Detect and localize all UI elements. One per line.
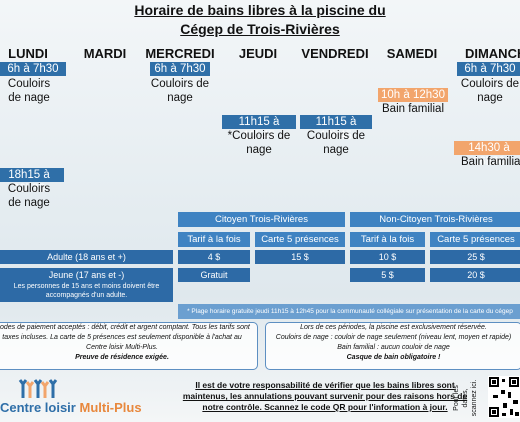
note-line: Casque de bain obligatoire ! [346, 354, 441, 361]
price-group: Non-Citoyen Trois-Rivières [350, 212, 520, 227]
day: DIMANCHE [464, 46, 520, 61]
caption-line: scannez ici. [471, 379, 478, 417]
notes-left: Modes de paiement acceptés : débit, créd… [0, 322, 258, 370]
footnote: * Plage horaire gratuite jeudi 11h15 à 1… [178, 304, 520, 319]
slot-time: 11h15 à 12h45 [300, 115, 372, 142]
price: 15 $ [255, 250, 345, 264]
note-line: Preuve de résidence exigée. [75, 354, 169, 361]
price-column: Tarif à la fois [178, 232, 250, 247]
message-line: notre contrôle. Scannez le code QR pour … [202, 402, 448, 412]
price: 20 $ [430, 268, 520, 282]
slot-time: 6h à 7h30 [150, 62, 210, 76]
logo-figures [18, 379, 58, 398]
slot-time: 6h à 7h30 [457, 62, 520, 76]
title: Cégep de Trois-Rivières [180, 21, 340, 37]
slot-time: 6h à 7h30 [0, 62, 66, 76]
price: 5 $ [350, 268, 425, 282]
price: 10 $ [350, 250, 425, 264]
logo-text: Multi-Plus [79, 400, 142, 415]
slot-activity: Couloirs de nage [460, 78, 520, 104]
slot-activity: Couloirs de nage [306, 130, 366, 156]
message-line: maintenus, les annulations pouvant surve… [182, 391, 468, 401]
row-label-text: Jeune (17 ans et -) [48, 270, 125, 280]
day: MARDI [83, 46, 127, 61]
logo: Centre loisir Multi-Plus [0, 400, 142, 415]
slot-activity: Couloirs de nage [7, 183, 51, 209]
caption-line: Pour les dates, [453, 385, 469, 411]
note-line: Couloirs de nage : couloir de nage seule… [275, 334, 512, 341]
price-column: Tarif à la fois [350, 232, 425, 247]
row-label: Jeune (17 ans et -) Les personnes de 15 … [0, 268, 173, 302]
note-line: Modes de paiement acceptés : débit, créd… [0, 324, 250, 331]
day: SAMEDI [386, 46, 438, 61]
row-label: Adulte (18 ans et +) [0, 250, 173, 264]
slot-time: 11h15 à 12h45 [222, 115, 296, 142]
note-line: Lors de ces périodes, la piscine est exc… [300, 324, 487, 331]
day: VENDREDI [301, 46, 369, 61]
price-column: Carte 5 présences [255, 232, 345, 247]
qr-caption: Pour les dates, scannez ici. [452, 378, 492, 418]
title: Horaire de bains libres à la piscine du [134, 2, 386, 18]
row-note: accompagnés d'un adulte. [45, 292, 128, 299]
qr-code[interactable] [488, 376, 520, 418]
slot-activity: Bain familial [461, 156, 520, 168]
slot-time: 14h30 à 16h30 [454, 141, 520, 168]
slot-time: 10h à 12h30 [378, 88, 448, 102]
day: MERCREDI [145, 46, 215, 61]
slot-time: 18h15 à 20h30 [0, 168, 64, 195]
price: Gratuit [178, 268, 250, 282]
day: JEUDI [238, 46, 278, 61]
message-line: Il est de votre responsabilité de vérifi… [195, 380, 455, 390]
price: 25 $ [430, 250, 520, 264]
slot-activity: *Couloirs de nage [227, 130, 291, 156]
price: 4 $ [178, 250, 250, 264]
slot-activity: Bain familial [382, 103, 444, 115]
notes-right: Lors de ces périodes, la piscine est exc… [265, 322, 520, 370]
price-group: Citoyen Trois-Rivières [178, 212, 345, 227]
slot-activity: Couloirs de nage [7, 78, 51, 104]
day: LUNDI [8, 46, 48, 61]
slot-activity: Couloirs de nage [150, 78, 210, 104]
footer-message: Il est de votre responsabilité de vérifi… [180, 380, 470, 413]
price-column: Carte 5 présences [430, 232, 520, 247]
logo-text: Centre loisir [0, 400, 76, 415]
note-line: Centre loisir Multi-Plus. [86, 344, 158, 351]
row-note: Les personnes de 15 ans et moins doivent… [13, 283, 160, 290]
note-line: taxes incluses. La carte de 5 présences … [2, 334, 242, 341]
note-line: Bain familial : aucun couloir de nage [337, 344, 450, 351]
